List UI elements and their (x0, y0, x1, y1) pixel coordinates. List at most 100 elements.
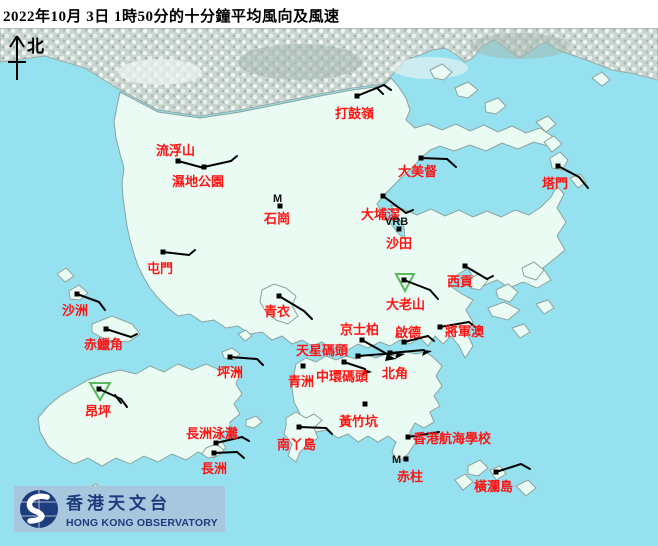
station-sai-kung: 西貢 (447, 263, 494, 289)
island (56, 267, 75, 283)
station-dot (160, 249, 166, 255)
station-dot (396, 226, 402, 232)
wind-barb (177, 160, 205, 169)
wind-barb (403, 279, 431, 291)
station-sha-tin: VRB 沙田 (385, 216, 412, 251)
station-tseung-kwan-o: 將軍澳 (437, 321, 485, 339)
station-dot (74, 291, 80, 297)
wind-barb (389, 349, 425, 354)
wind-barb (114, 394, 122, 404)
wind-barb (420, 157, 448, 160)
wind-barb (203, 160, 232, 168)
island (543, 135, 563, 153)
wind-barb (213, 451, 238, 454)
wind-barb (439, 321, 470, 328)
station-label: 中環碼頭 (316, 369, 369, 384)
station-ta-kwu-ling: 打鼓嶺 (335, 84, 392, 121)
island (487, 301, 521, 321)
station-green-island: 青洲 (288, 363, 314, 389)
status-marker: M (273, 193, 282, 205)
station-dot (277, 203, 283, 209)
wind-barb (464, 265, 488, 280)
wind-barb (382, 195, 407, 214)
station-label: 北角 (382, 366, 408, 381)
wind-barb (557, 165, 580, 178)
island (495, 283, 519, 303)
station-peng-chau: 坪洲 (217, 354, 264, 380)
station-label: 沙田 (386, 236, 412, 251)
coastline-lantau (37, 363, 243, 467)
mainland-texture (238, 44, 362, 80)
station-dot (405, 434, 411, 440)
station-label: 西貢 (447, 274, 473, 289)
station-tuen-mun: 屯門 (147, 249, 196, 276)
wind-barb (130, 333, 138, 338)
wind-barb (162, 251, 190, 256)
hko-logo-name-zh: 香港天文台 (66, 494, 171, 513)
island (283, 411, 323, 463)
station-lau-fau-shan: 流浮山 (156, 143, 205, 169)
mainland-texture (470, 33, 570, 59)
wind-barb (98, 301, 106, 311)
station-tates-cairn: 大老山 (386, 273, 439, 312)
station-tai-po-kau: 大埔滘 (361, 193, 414, 222)
station-stanley: M 赤柱 (392, 454, 423, 484)
station-dot (380, 193, 386, 199)
station-ngong-ping: 昂坪 (85, 382, 128, 419)
island (484, 97, 507, 115)
island (511, 323, 531, 339)
station-label: 屯門 (147, 261, 173, 276)
station-label: 坪洲 (217, 365, 243, 380)
wind-barb (403, 335, 429, 343)
station-cheung-chau: 長洲 (201, 450, 245, 476)
island (454, 473, 474, 491)
wind-barb (256, 358, 264, 366)
station-label: 大埔滘 (361, 207, 400, 222)
station-dot (401, 339, 407, 345)
wind-barb (105, 328, 132, 338)
station-waglan-island: 橫瀾島 (474, 463, 531, 494)
station-label: 昂坪 (85, 404, 111, 419)
station-dot (362, 401, 368, 407)
island (535, 115, 557, 133)
station-dot (213, 440, 219, 446)
station-kings-park: 京士柏 (340, 322, 396, 361)
island (245, 415, 263, 429)
wind-barb (356, 84, 385, 97)
station-label: 長洲 (201, 461, 227, 476)
wind-barb (486, 275, 494, 280)
wind-barb (229, 356, 258, 360)
wind-barb (236, 451, 245, 459)
station-label: 黃竹坑 (338, 414, 378, 429)
station-label: 打鼓嶺 (335, 106, 374, 121)
north-label: 北 (27, 37, 44, 56)
station-label: 南丫島 (277, 437, 316, 452)
island (467, 459, 489, 477)
island (549, 151, 569, 171)
island (521, 261, 545, 281)
wind-barb-flag (385, 354, 396, 361)
station-label: 石崗 (263, 211, 290, 226)
wind-barb-flag (422, 350, 432, 356)
island (535, 299, 555, 315)
station-label: 京士柏 (340, 322, 379, 337)
wind-barb (298, 426, 327, 429)
station-chek-lap-kok: 赤鱲角 (84, 326, 138, 352)
status-marker: M (392, 454, 401, 466)
station-sha-chau: 沙洲 (62, 291, 106, 318)
wind-barb (405, 209, 414, 214)
station-dot (96, 386, 102, 392)
station-dot (418, 155, 424, 161)
wind-barb (230, 155, 238, 162)
station-dot (227, 354, 233, 360)
station-label: 天星碼頭 (296, 343, 349, 358)
wind-barb (376, 87, 384, 95)
station-label: 將軍澳 (445, 324, 485, 339)
station-dot (555, 163, 561, 169)
station-label: 橫瀾島 (474, 479, 513, 494)
wind-barb (578, 176, 589, 189)
station-dot (341, 359, 347, 365)
station-kai-tak: 啟德 (395, 325, 435, 345)
